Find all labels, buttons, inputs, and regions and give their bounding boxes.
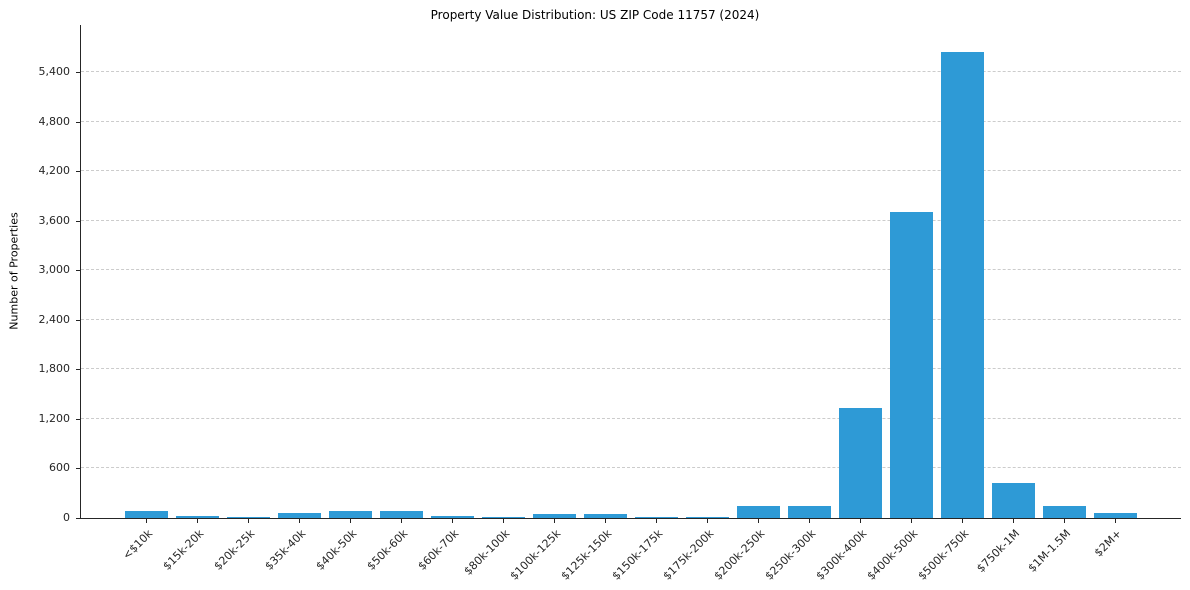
x-tick-mark: [757, 519, 759, 523]
gridline: [81, 269, 1181, 271]
x-tick-mark: [910, 519, 912, 523]
bar: [430, 515, 475, 518]
x-tick-mark: [196, 519, 198, 523]
bar: [889, 211, 934, 518]
x-tick-mark: [604, 519, 606, 523]
y-tick-label: 600: [49, 461, 70, 475]
y-tick-mark: [76, 220, 80, 222]
y-tick-label: 3,000: [38, 263, 71, 277]
gridline: [81, 368, 1181, 370]
chart-title: Property Value Distribution: US ZIP Code…: [430, 8, 760, 22]
y-tick-label: 0: [63, 511, 70, 524]
x-tick-mark: [859, 519, 861, 523]
y-tick-mark: [76, 418, 80, 420]
x-tick-mark: [502, 519, 504, 523]
bar: [991, 483, 1036, 518]
gridline: [81, 318, 1181, 320]
x-tick-mark: [808, 519, 810, 523]
y-tick-mark: [76, 171, 80, 173]
gridline: [81, 120, 1181, 122]
bar: [1042, 506, 1087, 518]
x-tick-mark: [1114, 519, 1116, 523]
bar: [634, 516, 679, 518]
y-tick-label: 4,800: [38, 114, 71, 128]
bar: [787, 505, 832, 518]
bar: [226, 517, 271, 518]
bar: [940, 52, 985, 518]
gridline: [81, 170, 1181, 172]
gridline: [81, 219, 1181, 221]
y-tick-label: 1,200: [38, 411, 71, 425]
bar: [124, 511, 169, 518]
y-tick-mark: [76, 270, 80, 272]
x-tick-mark: [145, 519, 147, 523]
bar: [175, 516, 220, 518]
bar: [583, 513, 628, 518]
plot-area: [80, 25, 1181, 519]
gridline: [81, 467, 1181, 469]
x-tick-mark: [451, 519, 453, 523]
x-tick-mark: [349, 519, 351, 523]
bar: [481, 517, 526, 518]
x-tick-mark: [1012, 519, 1014, 523]
x-tick-mark: [655, 519, 657, 523]
y-tick-mark: [76, 72, 80, 74]
bar: [685, 516, 730, 518]
bar: [736, 505, 781, 518]
x-tick-mark: [400, 519, 402, 523]
y-tick-label: 5,400: [38, 65, 71, 79]
y-tick-mark: [76, 319, 80, 321]
x-tick-mark: [298, 519, 300, 523]
bar: [328, 510, 373, 518]
y-tick-mark: [76, 518, 80, 519]
x-tick-mark: [553, 519, 555, 523]
x-tick-mark: [961, 519, 963, 523]
gridline: [81, 71, 1181, 73]
y-tick-label: 4,200: [38, 164, 71, 178]
x-tick-mark: [706, 519, 708, 523]
x-tick-mark: [1063, 519, 1065, 523]
bar: [277, 512, 322, 518]
y-tick-label: 1,800: [38, 362, 71, 376]
gridline: [81, 417, 1181, 419]
y-tick-mark: [76, 121, 80, 123]
bar: [379, 510, 424, 518]
x-tick-label: <$10k: [119, 527, 155, 563]
y-tick-mark: [76, 468, 80, 470]
bar: [532, 514, 577, 518]
y-tick-mark: [76, 369, 80, 371]
bar: [1093, 513, 1138, 518]
x-tick-mark: [247, 519, 249, 523]
y-tick-label: 3,600: [38, 213, 71, 227]
bar: [838, 408, 883, 518]
y-tick-label: 2,400: [38, 312, 71, 326]
